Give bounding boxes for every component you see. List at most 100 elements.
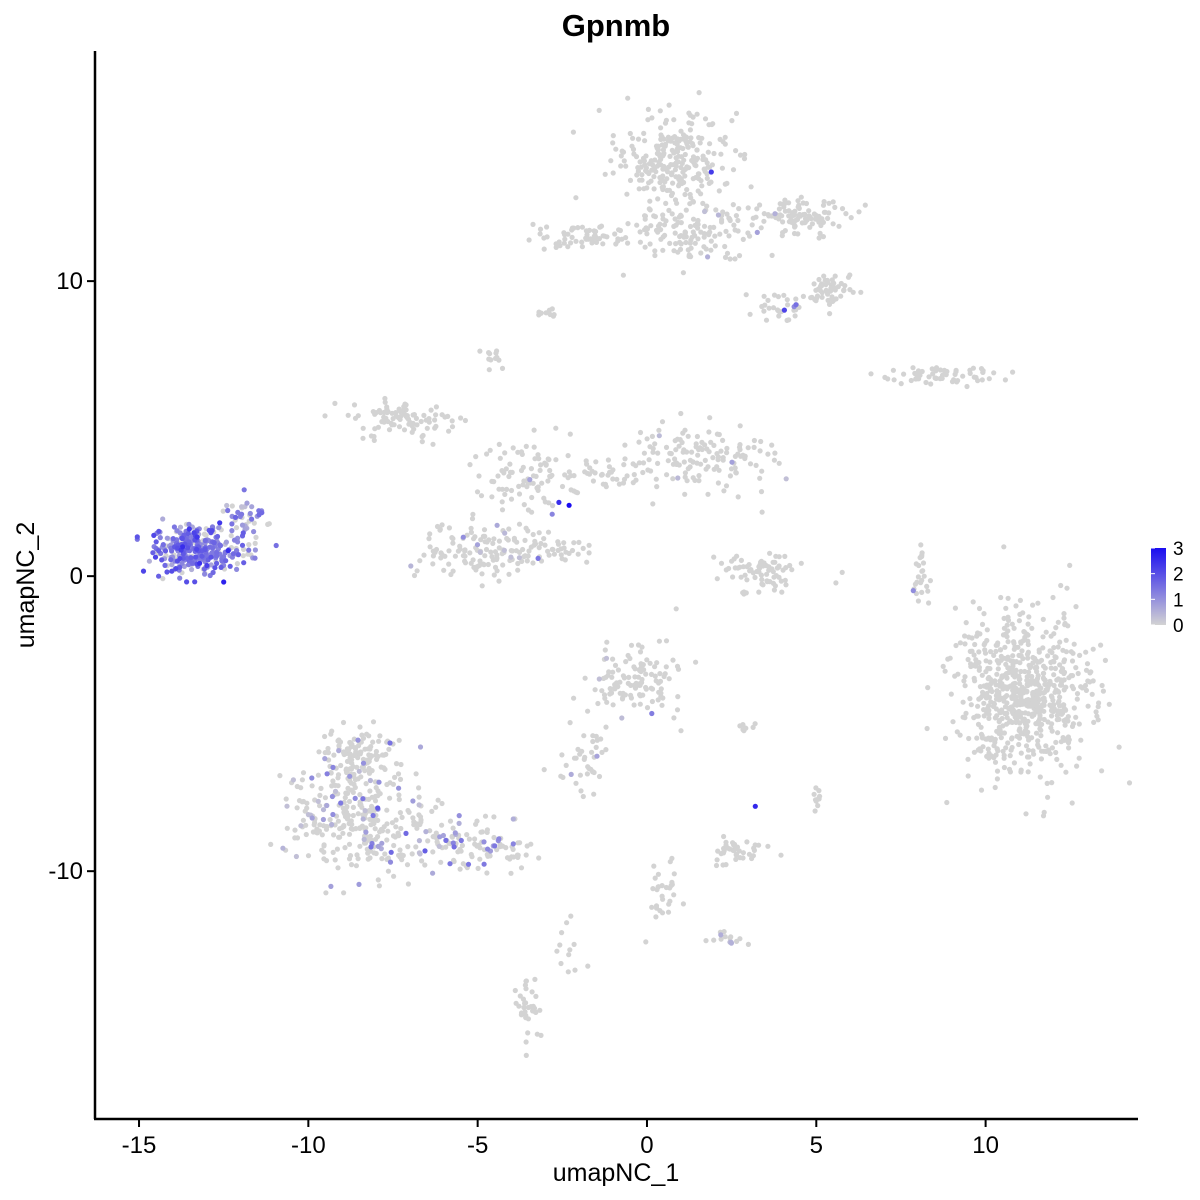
cell-point: [710, 455, 716, 461]
cell-point: [653, 227, 660, 233]
cell-point: [641, 186, 647, 192]
cell-point: [351, 402, 358, 408]
cell-point: [760, 563, 766, 569]
cell-point: [589, 749, 595, 755]
cell-point: [680, 449, 686, 455]
cell-point: [616, 227, 622, 233]
cell-point: [214, 533, 221, 540]
cell-point: [496, 441, 502, 447]
cell-point: [744, 839, 750, 845]
cell-point: [652, 875, 658, 881]
cell-point: [1064, 585, 1070, 591]
cell-point: [524, 558, 530, 564]
cell-point: [375, 805, 381, 811]
cell-point: [658, 227, 664, 233]
cell-point: [357, 825, 363, 832]
cell-point: [1078, 737, 1084, 743]
cell-point: [439, 412, 445, 418]
colorbar-tick-label: 0: [1173, 616, 1184, 637]
cell-point: [833, 580, 839, 586]
cell-point: [529, 989, 535, 995]
cell-point: [336, 737, 342, 743]
cell-point: [524, 484, 530, 490]
cell-point: [1018, 750, 1024, 756]
cell-point: [657, 671, 663, 677]
cell-point: [694, 220, 701, 226]
cell-point: [1037, 774, 1043, 780]
cell-point: [649, 904, 655, 910]
cell-point: [575, 551, 581, 557]
cell-point: [698, 250, 704, 256]
cell-point: [689, 141, 696, 147]
cell-point: [661, 673, 667, 680]
cell-point: [964, 383, 970, 390]
cell-point: [375, 817, 381, 824]
cell-point: [389, 820, 395, 826]
cell-point: [232, 514, 239, 521]
cell-point: [656, 433, 662, 439]
cell-point: [1035, 738, 1041, 744]
cell-point: [571, 695, 577, 701]
cell-point: [330, 764, 336, 771]
cell-point: [1055, 644, 1061, 650]
cell-point: [538, 462, 544, 468]
cell-point: [605, 457, 612, 463]
cell-point: [300, 817, 306, 823]
cell-point: [491, 572, 497, 578]
cell-point: [952, 605, 959, 611]
cell-point: [644, 169, 650, 175]
cell-point: [546, 552, 552, 558]
cell-point: [610, 140, 616, 146]
cell-point: [912, 370, 918, 376]
cell-point: [796, 202, 802, 208]
cell-point: [1030, 748, 1036, 754]
cell-point: [819, 217, 825, 223]
cell-point: [653, 678, 659, 684]
cell-point: [451, 857, 457, 863]
cell-point: [994, 671, 1000, 677]
cell-point: [1020, 610, 1026, 616]
cell-point: [1067, 562, 1073, 569]
cell-point: [1062, 722, 1068, 728]
cell-point: [376, 779, 382, 785]
cell-point: [375, 793, 381, 799]
cell-point: [603, 724, 609, 730]
cell-point: [651, 174, 657, 180]
cell-point: [273, 542, 279, 549]
cell-point: [586, 471, 593, 477]
cell-point: [678, 410, 684, 417]
cell-point: [532, 456, 538, 462]
cell-point: [701, 223, 708, 229]
cell-point: [733, 148, 739, 154]
cell-point: [535, 555, 541, 562]
cell-point: [357, 792, 363, 798]
cell-point: [382, 399, 388, 405]
cell-point: [806, 208, 812, 214]
cell-point: [692, 240, 698, 246]
cell-point: [510, 816, 516, 822]
cell-point: [787, 562, 793, 569]
cell-point: [304, 805, 310, 811]
cell-point: [657, 108, 663, 114]
cell-point: [1004, 715, 1010, 721]
cell-point: [347, 753, 354, 759]
cell-point: [348, 818, 354, 824]
cell-point: [315, 798, 321, 805]
cell-point: [574, 490, 581, 496]
cell-point: [758, 489, 765, 495]
cell-point: [536, 530, 542, 536]
cell-point: [997, 717, 1003, 724]
cell-point: [535, 484, 541, 490]
cell-point: [827, 311, 833, 317]
cell-point: [481, 861, 487, 867]
cell-point: [504, 486, 510, 492]
cell-point: [674, 141, 680, 147]
cell-point: [780, 567, 786, 573]
cell-point: [501, 470, 507, 476]
cell-point: [748, 184, 754, 190]
cell-point: [603, 747, 609, 753]
cell-point: [674, 146, 680, 152]
cell-point: [630, 146, 637, 152]
cell-point: [399, 814, 405, 821]
cell-point: [1037, 715, 1043, 721]
